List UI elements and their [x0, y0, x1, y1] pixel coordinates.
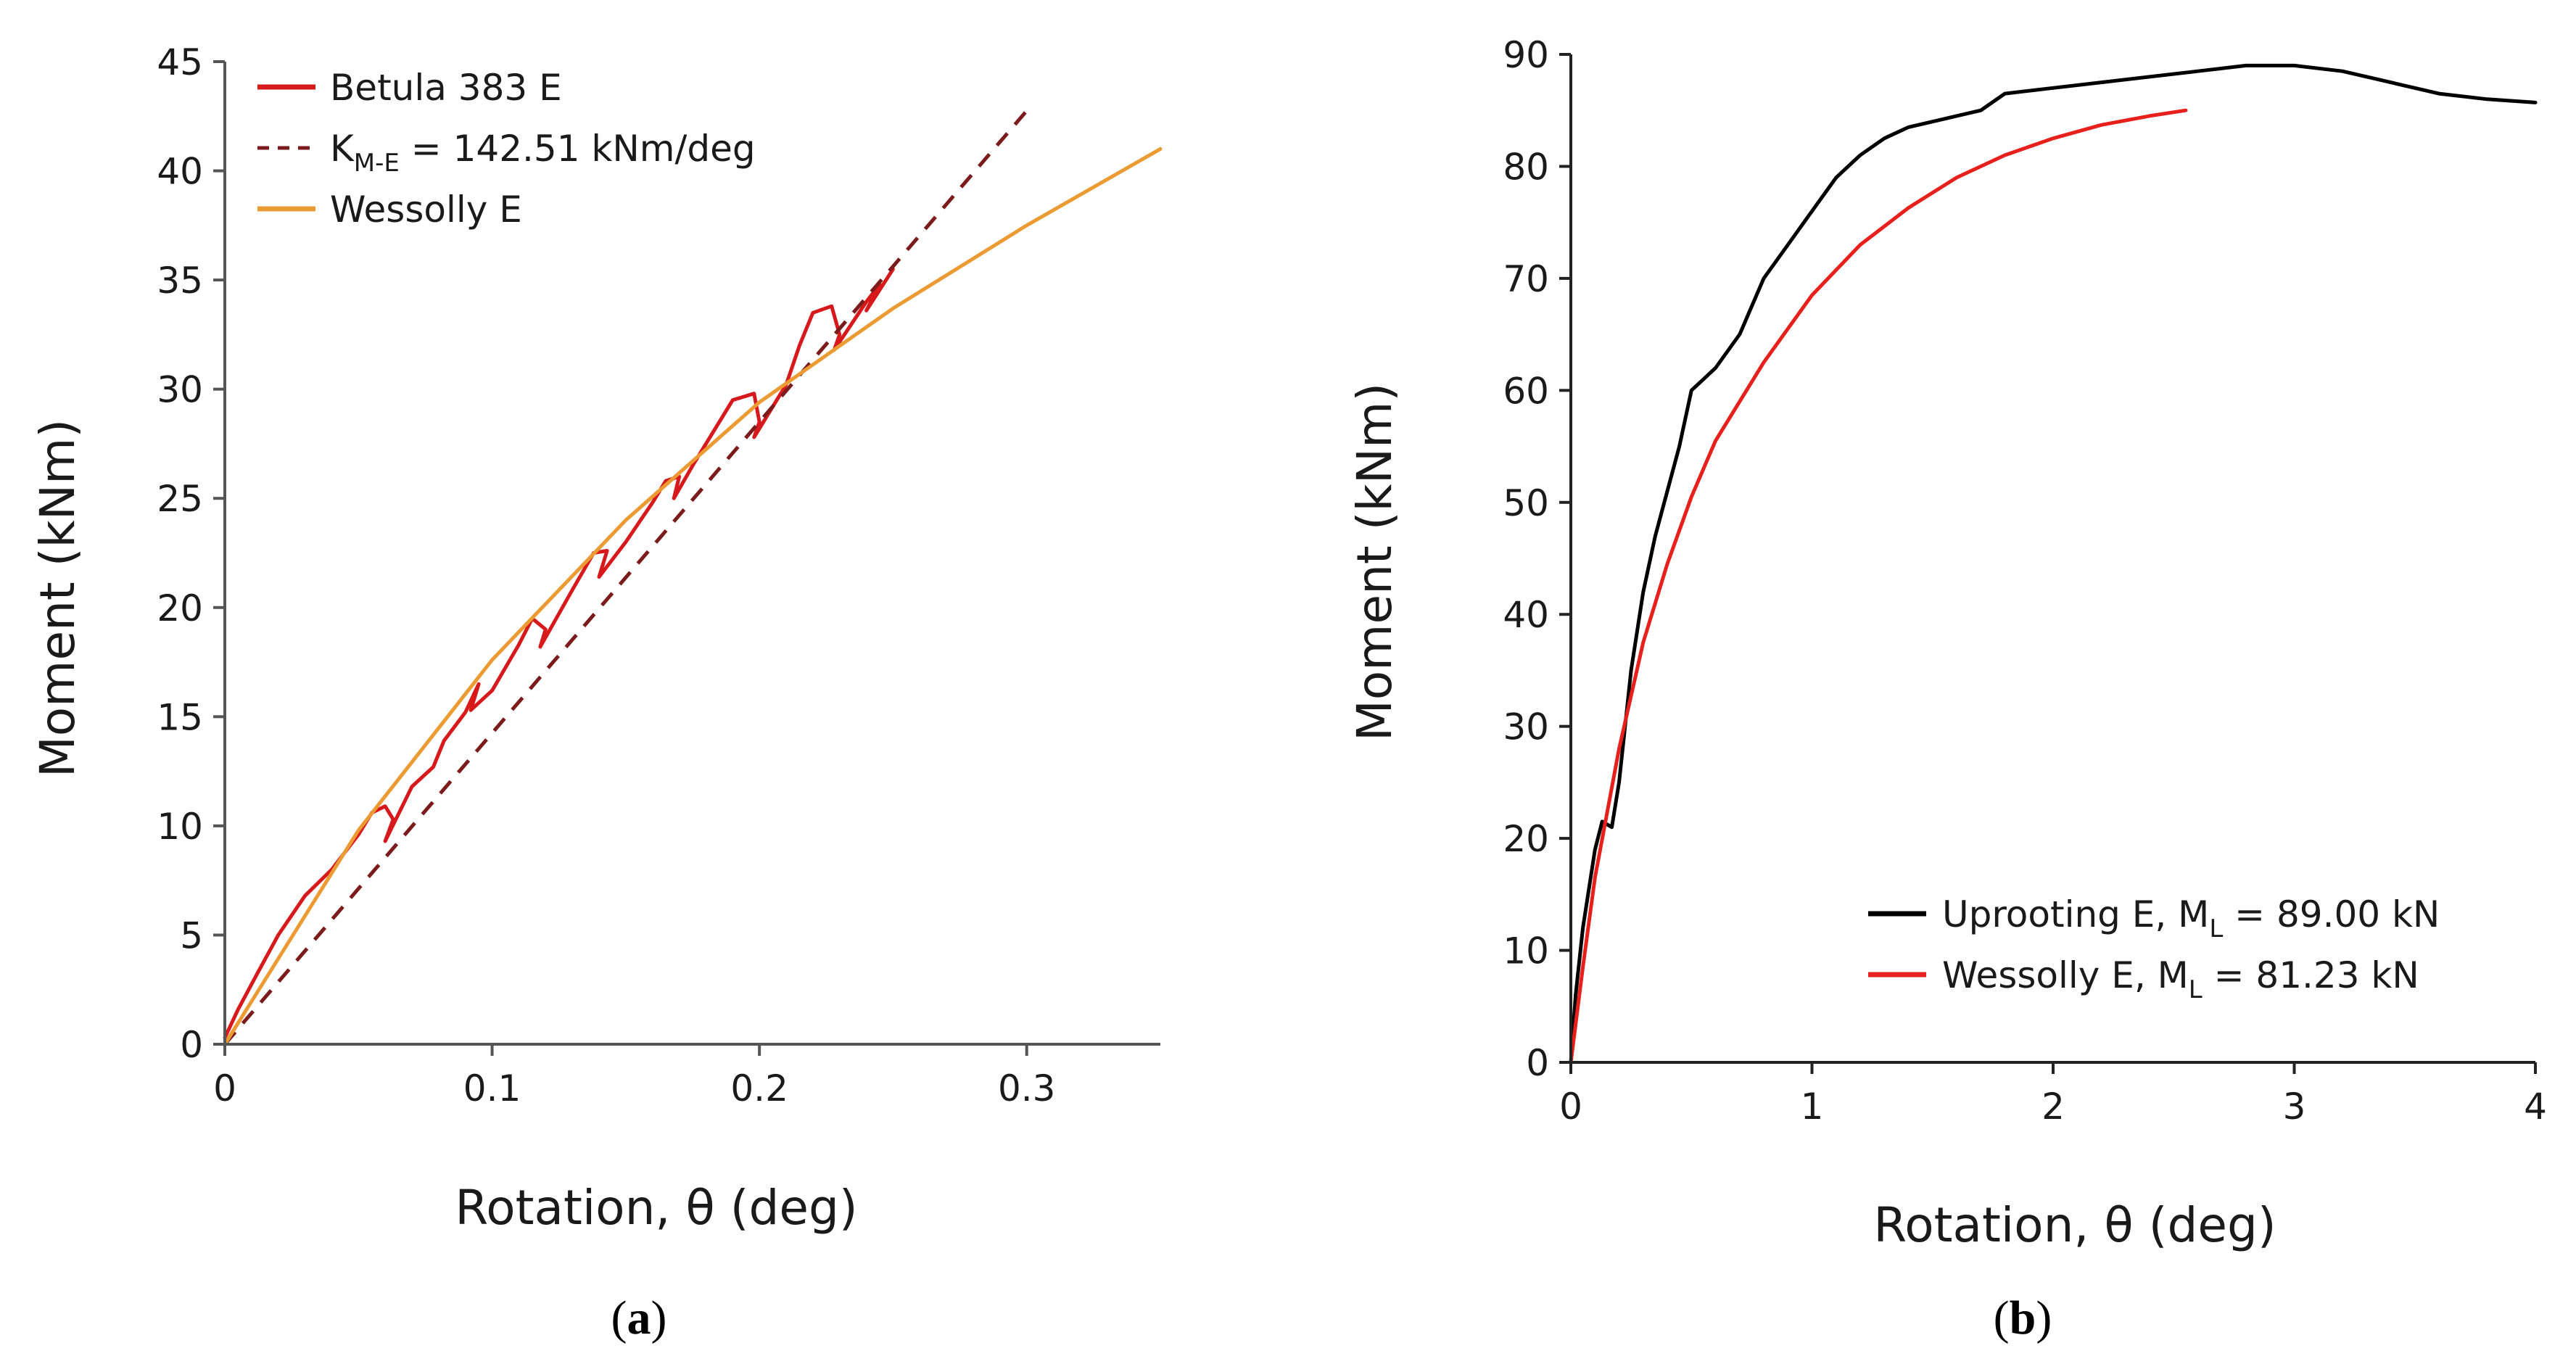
chart-b-ytick-label: 60 [1503, 370, 1549, 412]
chart-a-xlabel: Rotation, θ (deg) [455, 1180, 857, 1236]
chart-b-ytick-label: 10 [1503, 930, 1549, 972]
chart-a-ylabel: Moment (kNm) [30, 419, 86, 777]
chart-b-ytick-label: 80 [1503, 146, 1549, 188]
chart-a-legend: Betula 383 E KM-E = 142.51 kNm/deg Wessoll… [257, 67, 756, 231]
chart-a-ytick-label: 0 [180, 1024, 203, 1066]
panel-label-a: (a) [611, 1292, 667, 1344]
chart-a-legend-label: Betula 383 E [330, 67, 562, 109]
chart-b-ytick-label: 30 [1503, 706, 1549, 748]
chart-b-ytick-label: 40 [1503, 594, 1549, 636]
chart-b-legend: Uprooting E, ML = 89.00 kN Wessolly E, ML… [1868, 893, 2440, 1004]
chart-a-series-2 [223, 146, 1163, 1046]
chart-a-legend-label: Wessolly E [330, 189, 522, 231]
chart-b-ytick-label: 0 [1526, 1042, 1549, 1084]
chart-a-ytick-label: 5 [180, 914, 203, 956]
chart-b-xtick-label: 4 [2524, 1086, 2547, 1128]
chart-b-xtick-label: 1 [1801, 1086, 1824, 1128]
chart-a: 0 5 10 15 20 25 30 35 40 45 0 0.1 0.2 0.3 Moment (kNm… [30, 41, 1163, 1236]
chart-b: 0 10 20 30 40 50 60 70 80 90 0 1 2 3 4 Moment (kNm) Ro… [1347, 34, 2547, 1253]
chart-a-ytick-label: 25 [157, 478, 203, 520]
chart-a-ytick-label: 30 [157, 369, 203, 411]
chart-a-series-0 [223, 267, 895, 1040]
chart-b-legend-label: Wessolly E, ML = 81.23 kN [1942, 954, 2419, 1004]
chart-b-ytick-label: 50 [1503, 482, 1549, 524]
chart-b-xtick-label: 2 [2042, 1086, 2065, 1128]
chart-b-series-0 [1569, 63, 2538, 1065]
chart-a-ytick-label: 10 [157, 806, 203, 848]
chart-a-xtick-label: 0 [213, 1067, 236, 1109]
panel-letter-b: b [2009, 1292, 2036, 1344]
panel-label-b: (b) [1993, 1292, 2052, 1344]
chart-a-xtick-label: 0.2 [730, 1067, 788, 1109]
chart-b-xtick-label: 3 [2283, 1086, 2306, 1128]
chart-b-xtick-label: 0 [1559, 1086, 1582, 1128]
chart-a-ytick-label: 15 [157, 696, 203, 738]
chart-b-series-1 [1569, 108, 2188, 1065]
chart-b-ytick-label: 70 [1503, 258, 1549, 300]
chart-b-xlabel: Rotation, θ (deg) [1873, 1197, 2276, 1253]
panel-letter-a: a [627, 1292, 651, 1344]
chart-a-xtick-label: 0.1 [463, 1067, 521, 1109]
chart-a-xtick-label: 0.3 [998, 1067, 1056, 1109]
chart-a-ytick-label: 20 [157, 587, 203, 629]
chart-b-ylabel: Moment (kNm) [1347, 383, 1403, 741]
chart-a-ytick-label: 35 [157, 260, 203, 302]
chart-a-ytick-label: 40 [157, 151, 203, 193]
chart-b-legend-label: Uprooting E, ML = 89.00 kN [1942, 893, 2440, 943]
chart-a-series-1 [223, 109, 1028, 1046]
chart-b-ytick-label: 90 [1503, 34, 1549, 76]
chart-a-legend-label: KM-E = 142.51 kNm/deg [330, 128, 756, 178]
chart-a-ytick-label: 45 [157, 41, 203, 83]
chart-b-ytick-label: 20 [1503, 818, 1549, 860]
